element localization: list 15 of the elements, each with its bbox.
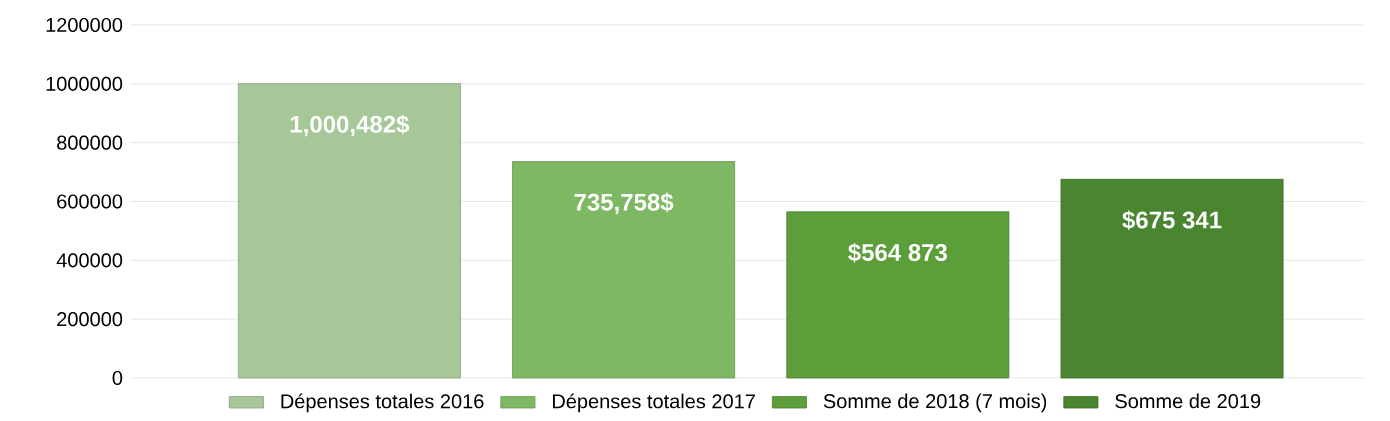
legend-label: Dépenses totales 2016: [281, 393, 484, 413]
data-label: 735,758$: [574, 192, 674, 215]
y-tick-label: 400000: [56, 253, 123, 268]
legend-label: Somme de 2019: [1115, 393, 1261, 409]
legend-label: Dépenses totales 2017: [552, 393, 755, 413]
y-tick-label: 600000: [57, 194, 123, 209]
y-tick-label: 800000: [57, 135, 123, 150]
data-label: 1,000,482$: [290, 114, 410, 137]
y-tick-label: 0: [112, 370, 123, 386]
y-tick-label: 1200000: [46, 17, 123, 33]
data-label: $564 873: [848, 242, 947, 263]
legend-label: Somme de 2018 (7 mois): [823, 393, 1047, 413]
y-tick-label: 200000: [57, 312, 123, 327]
y-tick-label: 1000000: [46, 76, 123, 91]
data-label: $675 341: [1122, 210, 1222, 230]
